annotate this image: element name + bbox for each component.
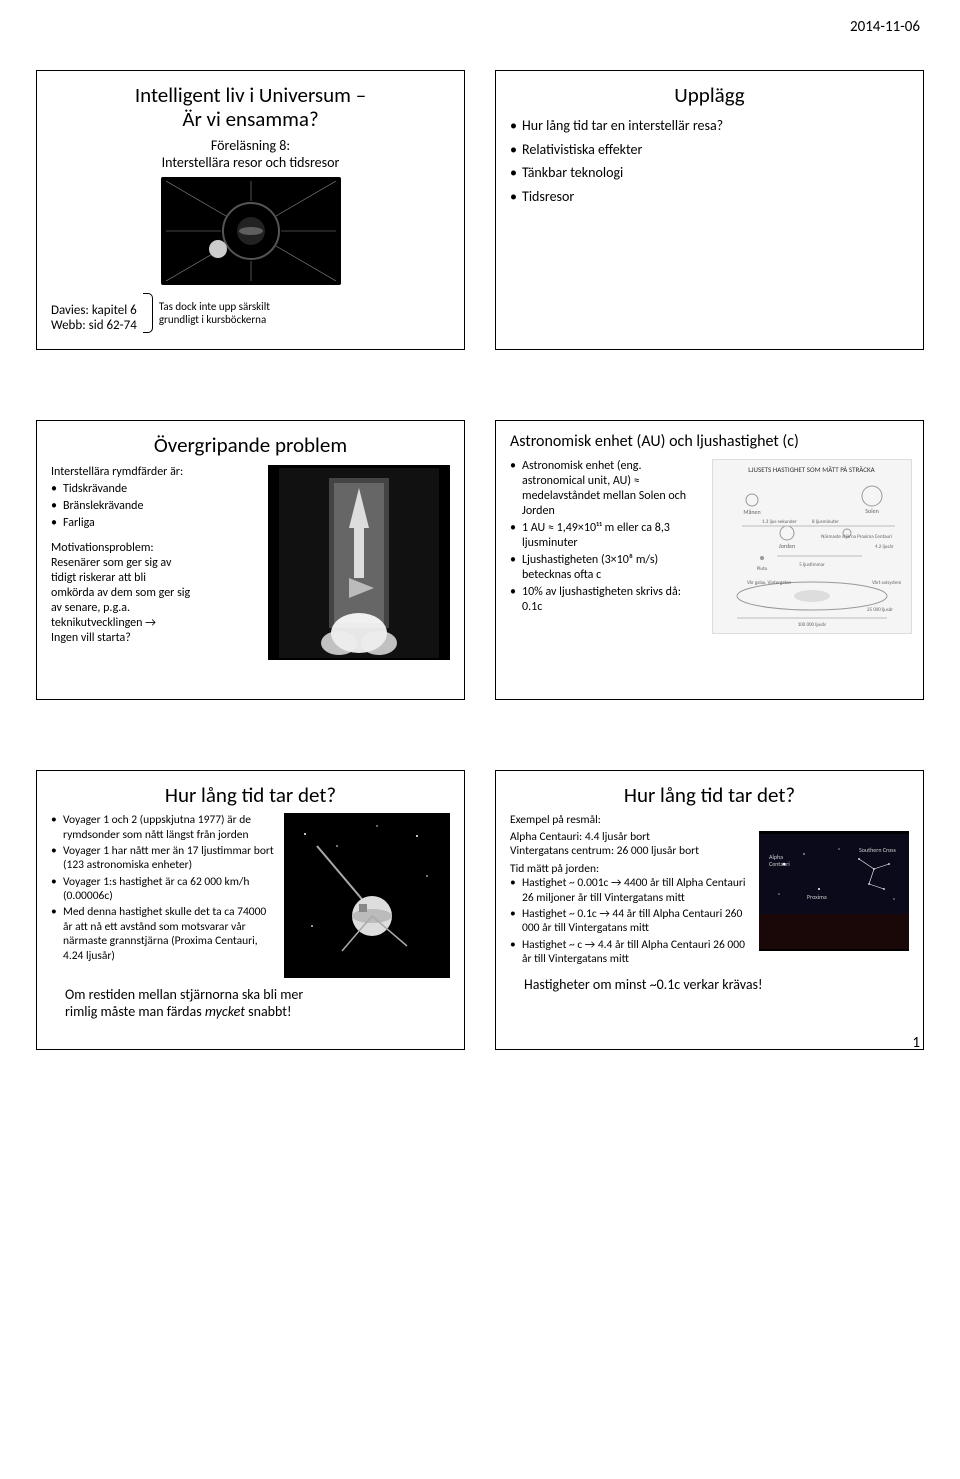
list-item: Farliga (51, 516, 258, 531)
list-item: Med denna hastighet skulle det ta ca 740… (51, 905, 274, 963)
list-item: Voyager 1 har nått mer än 17 ljustimmar … (51, 844, 274, 873)
slide6-ex1: Alpha Centauri: 4.4 ljusår bort (510, 830, 749, 844)
svg-text:Centauri: Centauri (769, 860, 790, 868)
slide1-note: Tas dock inte upp särskilt grundligt i k… (159, 300, 270, 326)
voyager-image (284, 813, 450, 978)
slide1-note-l2: grundligt i kursböckerna (159, 313, 270, 326)
svg-text:Proxima: Proxima (807, 893, 827, 901)
shuttle-image (268, 465, 450, 660)
list-item: Voyager 1 och 2 (uppskjutna 1977) är de … (51, 813, 274, 842)
svg-text:Vårt solsystem: Vårt solsystem (872, 580, 901, 586)
slide1-title-l1: Intelligent liv i Universum – (135, 82, 366, 108)
slide5-closing: Om restiden mellan stjärnorna ska bli me… (51, 986, 450, 1020)
svg-text:Pluto: Pluto (756, 566, 767, 572)
blackhole-image (161, 177, 341, 285)
slide5-list: Voyager 1 och 2 (uppskjutna 1977) är de … (51, 813, 274, 963)
list-item: Tänkbar teknologi (510, 164, 909, 182)
slide1-note-l1: Tas dock inte upp särskilt (159, 300, 270, 313)
slide-6: Hur lång tid tar det? Exempel på resmål:… (495, 770, 924, 1050)
slide-5: Hur lång tid tar det? Voyager 1 och 2 (u… (36, 770, 465, 1050)
slide5-closing-l1: Om restiden mellan stjärnorna ska bli me… (65, 986, 303, 1003)
slide3-motiv-l2: tidigt riskerar att bli (51, 571, 258, 586)
svg-text:Vår galax, Vintergatan: Vår galax, Vintergatan (747, 580, 791, 586)
svg-text:Southern Cross: Southern Cross (859, 846, 897, 854)
svg-text:100 000 ljusår: 100 000 ljusår (797, 622, 826, 628)
slide-4: Astronomisk enhet (AU) och ljushastighet… (495, 420, 924, 700)
slide6-ex-label: Exempel på resmål: (510, 813, 749, 827)
slide3-motiv-l5: teknikutvecklingen → (51, 616, 258, 631)
slide-1: Intelligent liv i Universum – Är vi ensa… (36, 70, 465, 350)
slide6-right-col: Alpha Centauri Proxima Southern Cross (759, 813, 909, 968)
bracket-icon (143, 293, 153, 333)
list-item: Tidsresor (510, 188, 909, 206)
slide4-left-col: Astronomisk enhet (eng. astronomical uni… (510, 459, 702, 634)
slide1-refs: Davies: kapitel 6 Webb: sid 62-74 (51, 303, 137, 333)
slide5-closing-l2: rimlig måste man färdas mycket snabbt! (65, 1003, 292, 1020)
svg-text:25 000 ljusår: 25 000 ljusår (867, 607, 893, 613)
slide6-time-label: Tid mätt på jorden: (510, 862, 749, 876)
list-item: Bränslekrävande (51, 499, 258, 514)
slide3-intro: Interstellära rymdfärder är: (51, 465, 258, 479)
slide3-motiv-l3: omkörda av dem som ger sig (51, 586, 258, 601)
slide3-motiv-label: Motivationsproblem: (51, 541, 258, 556)
svg-text:Månen: Månen (743, 508, 760, 516)
list-item: Hastighet ~ 0.1c → 44 år till Alpha Cent… (510, 907, 749, 936)
night-sky-image: Alpha Centauri Proxima Southern Cross (759, 831, 909, 951)
slide6-title: Hur lång tid tar det? (510, 783, 909, 807)
svg-text:Jorden: Jorden (778, 542, 794, 550)
slide-2: Upplägg Hur lång tid tar en interstellär… (495, 70, 924, 350)
footer-page: 1 (912, 1034, 920, 1052)
light-speed-diagram: LJUSETS HASTIGHET SOM MÄTT PÅ STRÄCKA So… (712, 459, 912, 634)
list-item: Hastighet ~ 0.001c → 4400 år till Alpha … (510, 876, 749, 905)
slide5-left-col: Voyager 1 och 2 (uppskjutna 1977) är de … (51, 813, 274, 978)
slide4-title: Astronomisk enhet (AU) och ljushastighet… (510, 433, 909, 451)
slide4-list: Astronomisk enhet (eng. astronomical uni… (510, 459, 702, 615)
slide5-right-col (284, 813, 450, 978)
list-item: Ljushastigheten (3×10⁸ m/s) betecknas of… (510, 553, 702, 583)
slide5-title: Hur lång tid tar det? (51, 783, 450, 807)
header-date: 2014-11-06 (850, 18, 920, 36)
slide1-subtitle: Föreläsning 8: Interstellära resor och t… (51, 137, 450, 171)
slide1-refs-row: Davies: kapitel 6 Webb: sid 62-74 Tas do… (51, 293, 450, 333)
list-item: Hur lång tid tar en interstellär resa? (510, 117, 909, 135)
slide-3: Övergripande problem Interstellära rymdf… (36, 420, 465, 700)
slide6-left-col: Exempel på resmål: Alpha Centauri: 4.4 l… (510, 813, 749, 968)
diagram-caption: LJUSETS HASTIGHET SOM MÄTT PÅ STRÄCKA (748, 465, 874, 474)
svg-text:5 ljustimmar: 5 ljustimmar (799, 562, 825, 568)
slide3-left-col: Interstellära rymdfärder är: Tidskrävand… (51, 465, 258, 660)
slide3-right-col (268, 465, 450, 660)
list-item: 10% av ljushastigheten skrivs då: 0.1c (510, 585, 702, 615)
svg-text:4.2 ljusår: 4.2 ljusår (875, 544, 894, 550)
slide1-ref2: Webb: sid 62-74 (51, 318, 137, 333)
slides-grid: Intelligent liv i Universum – Är vi ensa… (36, 70, 924, 1050)
list-item: Hastighet ~ c → 4.4 år till Alpha Centau… (510, 938, 749, 967)
slide1-subtitle-l1: Föreläsning 8: (211, 137, 290, 154)
slide3-title: Övergripande problem (51, 433, 450, 457)
slide1-subtitle-l2: Interstellära resor och tidsresor (162, 154, 340, 171)
slide2-list: Hur lång tid tar en interstellär resa? R… (510, 117, 909, 205)
list-item: Astronomisk enhet (eng. astronomical uni… (510, 459, 702, 519)
slide4-right-col: LJUSETS HASTIGHET SOM MÄTT PÅ STRÄCKA So… (712, 459, 912, 634)
list-item: 1 AU ≈ 1,49×10¹¹ m eller ca 8,3 ljusminu… (510, 521, 702, 551)
slide6-ex2: Vintergatans centrum: 26 000 ljusår bort (510, 844, 749, 858)
svg-text:Solen: Solen (865, 507, 878, 515)
slide1-ref1: Davies: kapitel 6 (51, 303, 137, 318)
list-item: Tidskrävande (51, 482, 258, 497)
svg-text:8 ljusminuter: 8 ljusminuter (812, 519, 839, 525)
list-item: Relativistiska effekter (510, 141, 909, 159)
slide1-title: Intelligent liv i Universum – Är vi ensa… (51, 83, 450, 131)
slide6-list: Hastighet ~ 0.001c → 4400 år till Alpha … (510, 876, 749, 966)
svg-text:1.3 ljus-sekunder: 1.3 ljus-sekunder (762, 519, 797, 525)
slide3-list1: Tidskrävande Bränslekrävande Farliga (51, 482, 258, 531)
slide6-closing: Hastigheter om minst ~0.1c verkar krävas… (510, 976, 909, 993)
slide3-motiv-l1: Resenärer som ger sig av (51, 556, 258, 571)
slide1-title-l2: Är vi ensamma? (182, 106, 318, 132)
slide3-motiv-l6: Ingen vill starta? (51, 631, 258, 646)
slide3-motiv: Motivationsproblem: Resenärer som ger si… (51, 541, 258, 646)
svg-text:Närmaste stjärna Proxima Centa: Närmaste stjärna Proxima Centauri (821, 534, 892, 540)
list-item: Voyager 1:s hastighet är ca 62 000 km/h … (51, 875, 274, 904)
slide2-title: Upplägg (510, 83, 909, 107)
slide3-motiv-l4: av senare, p.g.a. (51, 601, 258, 616)
